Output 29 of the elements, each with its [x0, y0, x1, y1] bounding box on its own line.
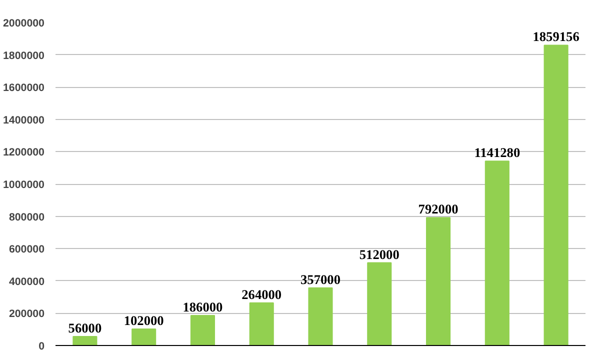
- bar: [367, 262, 392, 346]
- data-label: 357000: [300, 272, 341, 287]
- y-tick-label: 1400000: [3, 114, 45, 126]
- bar: [426, 217, 451, 346]
- bar: [132, 328, 156, 346]
- y-tick-label: 800000: [8, 211, 45, 224]
- bar: [484, 160, 510, 346]
- y-tick-label: 600000: [8, 244, 45, 256]
- y-tick-label: 1600000: [3, 82, 45, 94]
- data-label: 1859156: [532, 29, 580, 44]
- data-label: 186000: [182, 299, 224, 314]
- data-label: 1141280: [474, 145, 520, 160]
- y-tick-label: 1200000: [3, 146, 45, 159]
- bar: [308, 287, 333, 346]
- data-label: 512000: [359, 246, 400, 262]
- bar: [544, 44, 568, 346]
- y-tick-label: 1800000: [3, 50, 45, 62]
- bar: [72, 336, 98, 346]
- y-tick-label: 400000: [8, 276, 45, 288]
- y-tick-label: 2000000: [3, 18, 45, 30]
- data-label: 264000: [242, 286, 282, 302]
- bar: [249, 302, 274, 346]
- data-label: 792000: [418, 202, 459, 217]
- data-label: 102000: [124, 313, 164, 328]
- data-label: 56000: [68, 320, 102, 336]
- y-tick-label: 200000: [8, 308, 45, 320]
- y-tick-label: 0: [38, 340, 45, 350]
- bar: [190, 314, 215, 346]
- y-tick-label: 1000000: [3, 179, 45, 191]
